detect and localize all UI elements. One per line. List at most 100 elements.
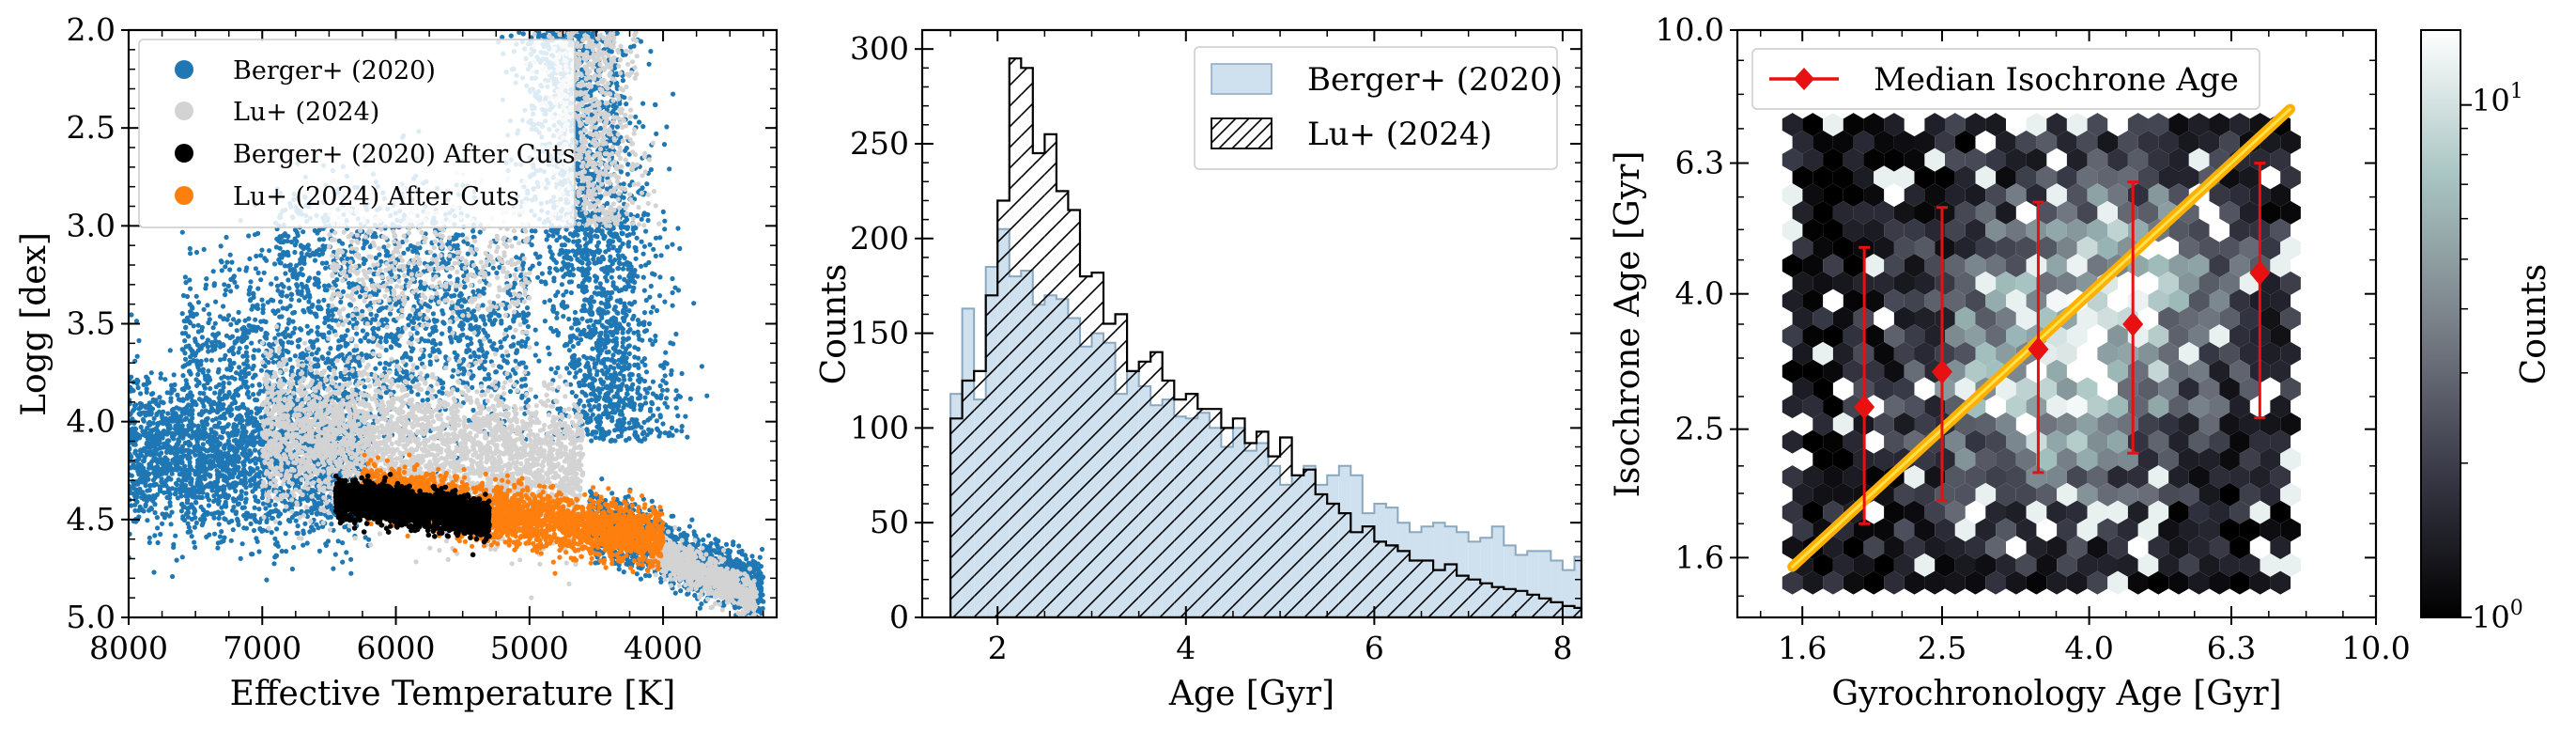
point-berger xyxy=(202,429,208,435)
point-berger xyxy=(635,273,640,279)
point-berger xyxy=(594,372,600,378)
point-berger xyxy=(147,535,152,540)
point-berger xyxy=(252,505,257,510)
point-berger xyxy=(623,148,628,153)
point-berger xyxy=(226,471,232,476)
point-berger xyxy=(643,297,649,304)
point-berger xyxy=(553,266,559,272)
point-berger xyxy=(146,421,151,427)
point-berger xyxy=(573,229,578,235)
point-berger xyxy=(594,243,600,249)
point-berger xyxy=(135,384,141,391)
point-berger xyxy=(249,552,255,557)
point-berger xyxy=(309,506,315,511)
point-berger xyxy=(625,321,631,327)
point-berger xyxy=(253,372,258,378)
point-berger xyxy=(622,416,627,422)
point-berger xyxy=(595,406,602,412)
point-berger xyxy=(248,482,254,488)
point-berger xyxy=(275,543,281,549)
point-berger xyxy=(168,522,174,527)
point-berger xyxy=(164,431,170,437)
point-berger xyxy=(608,375,613,381)
point-berger xyxy=(193,515,198,521)
point-berger xyxy=(653,333,658,339)
point-berger xyxy=(547,265,553,271)
point-berger xyxy=(636,378,641,383)
point-berger xyxy=(625,171,631,177)
point-berger xyxy=(639,239,644,244)
point-berger xyxy=(201,403,207,409)
point-berger xyxy=(316,548,322,554)
point-berger xyxy=(144,389,149,395)
point-berger xyxy=(687,396,693,401)
point-berger xyxy=(654,131,659,136)
point-berger xyxy=(187,460,193,465)
point-berger xyxy=(659,387,666,393)
point-berger xyxy=(144,410,149,415)
point-berger xyxy=(131,435,136,441)
point-berger xyxy=(240,472,246,477)
point-berger xyxy=(201,458,207,463)
point-berger xyxy=(312,489,317,494)
point-berger xyxy=(212,510,218,516)
point-berger xyxy=(579,316,585,321)
point-berger xyxy=(256,520,263,525)
point-berger xyxy=(362,535,368,540)
point-berger xyxy=(579,389,585,395)
point-berger xyxy=(175,413,180,419)
point-berger xyxy=(183,415,189,421)
point-berger xyxy=(615,418,621,424)
point-berger xyxy=(641,310,648,316)
point-berger xyxy=(256,507,262,512)
point-berger xyxy=(571,352,578,358)
point-berger xyxy=(644,390,650,396)
point-berger xyxy=(132,507,138,513)
point-berger xyxy=(213,416,219,422)
point-berger xyxy=(192,445,197,451)
point-berger xyxy=(628,264,634,270)
point-berger xyxy=(581,303,587,308)
point-berger xyxy=(148,506,155,512)
point-berger xyxy=(613,286,620,291)
point-berger xyxy=(170,458,176,463)
point-berger xyxy=(532,228,538,234)
point-berger xyxy=(151,415,157,421)
point-berger xyxy=(193,520,199,526)
point-berger xyxy=(193,500,199,506)
point-berger xyxy=(630,382,636,387)
point-berger xyxy=(295,523,301,529)
point-berger xyxy=(624,101,629,107)
point-berger xyxy=(132,442,138,447)
point-berger xyxy=(145,472,150,478)
point-berger xyxy=(596,290,602,296)
point-berger xyxy=(581,256,587,261)
point-berger xyxy=(180,488,186,493)
point-berger xyxy=(636,346,641,352)
point-berger xyxy=(640,251,646,257)
point-berger xyxy=(171,372,177,378)
point-berger xyxy=(633,245,639,251)
point-berger xyxy=(572,374,578,380)
point-berger xyxy=(626,363,632,368)
point-berger xyxy=(273,508,279,514)
point-berger xyxy=(578,211,585,216)
point-berger xyxy=(641,243,648,249)
point-berger xyxy=(143,502,148,507)
point-berger xyxy=(612,257,618,263)
point-berger xyxy=(593,233,598,239)
point-berger xyxy=(607,319,612,324)
point-berger xyxy=(565,261,572,267)
point-berger xyxy=(215,545,221,551)
point-berger xyxy=(205,397,210,402)
point-berger xyxy=(195,476,201,482)
point-berger xyxy=(649,428,655,433)
point-berger xyxy=(135,378,141,383)
point-berger xyxy=(178,460,184,465)
point-berger xyxy=(169,407,175,413)
point-berger xyxy=(641,211,647,216)
point-berger xyxy=(579,250,585,257)
point-berger xyxy=(170,573,176,580)
point-berger xyxy=(141,467,147,473)
point-berger xyxy=(190,408,195,413)
